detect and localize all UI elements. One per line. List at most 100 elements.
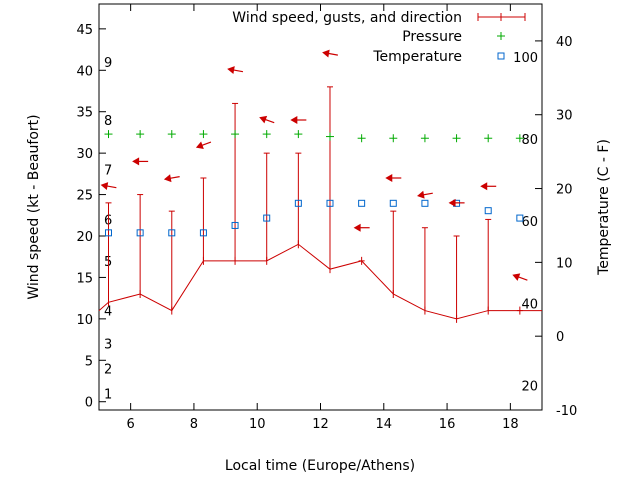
temperature-point: [421, 199, 429, 207]
y-axis-ticks: 0 5 10 15 20 25 30 35 40 45: [76, 23, 106, 411]
fahrenheit-label: 80: [521, 133, 538, 148]
wind-arrow: [448, 198, 465, 207]
temperature-point: [516, 214, 524, 222]
temperature-series: [104, 199, 524, 237]
wind-arrow: [385, 174, 402, 182]
wind-arrow: [132, 157, 149, 166]
x-tick-label: 18: [502, 417, 519, 432]
pressure-point: [262, 130, 271, 139]
temperature-point: [326, 199, 334, 207]
wind-arrow-head: [195, 141, 204, 149]
fahrenheit-label: 20: [521, 380, 538, 395]
temperature-point: [136, 229, 144, 237]
y2-tick-label: 30: [556, 109, 573, 124]
wind-arrow-head: [480, 182, 488, 191]
plot-frame: [98, 3, 543, 411]
pressure-point: [452, 134, 461, 143]
wind-arrow: [100, 182, 117, 191]
legend-sample-wind: [477, 13, 526, 21]
wind-arrow: [480, 182, 497, 191]
temperature-point: [484, 207, 492, 215]
x-tick-label: 14: [376, 417, 393, 432]
wind-arrow-head: [322, 49, 330, 58]
x-tick-label: 12: [312, 417, 329, 432]
wind-direction-arrows: [100, 49, 528, 281]
y2-tick-label: 20: [556, 183, 573, 198]
y-tick-label: 20: [76, 230, 93, 245]
x-axis-ticks: 6 8 10 12 14 16 18: [127, 4, 519, 432]
y-tick-label: 45: [76, 23, 93, 38]
pressure-point: [199, 130, 208, 139]
y-axis-title: Wind speed (kt - Beaufort): [26, 114, 42, 299]
temperature-point: [168, 229, 176, 237]
fahrenheit-label: 100: [513, 51, 538, 66]
pressure-point: [389, 134, 398, 143]
x-axis-title: Local time (Europe/Athens): [225, 458, 415, 474]
x-tick-label: 16: [439, 417, 456, 432]
x-tick-label: 10: [249, 417, 266, 432]
beaufort-label: 2: [104, 363, 112, 378]
pressure-point: [167, 130, 176, 139]
fahrenheit-label: 40: [521, 298, 538, 313]
beaufort-label: 3: [104, 338, 112, 353]
pressure-point: [515, 134, 524, 143]
y2-axis-title: Temperature (C - F): [596, 139, 612, 276]
legend-label-pressure: Pressure: [402, 29, 462, 45]
legend-label-temperature: Temperature: [372, 49, 462, 65]
temperature-point: [199, 229, 207, 237]
pressure-point: [294, 130, 303, 139]
temperature-point: [263, 214, 271, 222]
wind-arrow: [259, 115, 275, 124]
wind-speed-line: [98, 243, 542, 320]
pressure-point: [420, 134, 429, 143]
fahrenheit-scale: 20 40 60 80 100: [513, 51, 538, 394]
y-tick-label: 25: [76, 189, 93, 204]
wind-arrow-head: [100, 182, 109, 191]
wind-arrow: [163, 174, 180, 183]
y-tick-label: 30: [76, 147, 93, 162]
legend-sample-temperature: [497, 52, 505, 60]
wind-arrow-head: [227, 66, 235, 75]
temperature-point: [104, 229, 112, 237]
temperature-point: [389, 199, 397, 207]
wind-arrow-head: [132, 157, 140, 166]
x-tick-label: 6: [127, 417, 135, 432]
y-tick-label: 10: [76, 313, 93, 328]
legend: Wind speed, gusts, and direction Pressur…: [232, 10, 526, 65]
beaufort-label: 4: [104, 305, 112, 320]
wind-arrow-head: [417, 190, 425, 199]
beaufort-label: 1: [104, 387, 112, 402]
y2-axis-ticks: -10 0 10 20 30 40: [535, 35, 577, 419]
beaufort-label: 9: [104, 56, 112, 71]
wind-arrow-head: [259, 115, 268, 124]
legend-label-wind: Wind speed, gusts, and direction: [232, 10, 462, 26]
y2-tick-label: 0: [556, 330, 564, 345]
temperature-point: [231, 221, 239, 229]
beaufort-label: 7: [104, 164, 112, 179]
pressure-point: [136, 130, 145, 139]
pressure-point: [484, 134, 493, 143]
y-tick-label: 40: [76, 64, 93, 79]
wind-arrow: [512, 273, 528, 281]
fahrenheit-label: 60: [521, 215, 538, 230]
pressure-series: [104, 130, 524, 143]
wind-series: [98, 86, 542, 323]
temperature-point: [358, 199, 366, 207]
y-tick-label: 15: [76, 271, 93, 286]
wind-arrow-head: [163, 174, 172, 183]
wind-arrow-head: [512, 273, 521, 281]
pressure-point: [104, 130, 113, 139]
y2-tick-label: 10: [556, 256, 573, 271]
x-tick-label: 8: [190, 417, 198, 432]
y2-tick-label: -10: [556, 404, 577, 419]
wind-arrow: [322, 49, 338, 58]
wind-arrow-head: [353, 223, 361, 232]
temperature-point: [294, 199, 302, 207]
pressure-point: [357, 134, 366, 143]
legend-sample-pressure: [497, 32, 505, 40]
wind-arrow-head: [385, 174, 393, 182]
y2-tick-label: 40: [556, 35, 573, 50]
y-tick-label: 35: [76, 106, 93, 121]
pressure-point: [325, 132, 334, 141]
